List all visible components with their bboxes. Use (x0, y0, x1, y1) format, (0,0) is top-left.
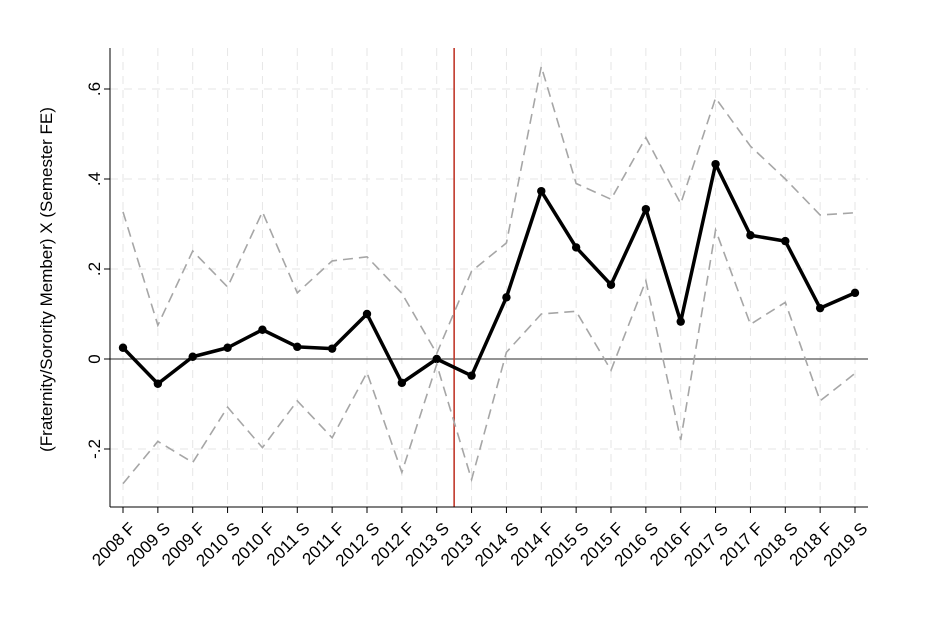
estimate-point (362, 309, 372, 319)
estimate-point (223, 343, 232, 352)
y-tick-label: .4 (85, 172, 104, 186)
estimate-point (327, 344, 337, 353)
reference-lines (110, 48, 868, 507)
estimate-point (606, 280, 616, 289)
estimate-line (121, 162, 856, 386)
lower-ci-line (122, 226, 856, 485)
y-tick-label: .6 (85, 82, 104, 96)
y-tick-label: -.2 (85, 439, 104, 459)
estimate-point (711, 159, 720, 169)
estimate-point (153, 379, 163, 388)
estimate-point (641, 204, 651, 214)
estimate-point (502, 293, 511, 302)
estimate-point (432, 354, 441, 364)
estimate-point (397, 378, 407, 388)
estimate-point (850, 288, 860, 298)
y-tick-label: .2 (85, 262, 104, 276)
estimate-point (815, 303, 825, 313)
estimate-point (537, 186, 546, 196)
estimate-point (293, 342, 302, 352)
series (118, 66, 860, 485)
estimate-point (676, 317, 685, 326)
estimate-point (188, 352, 197, 361)
axes (104, 48, 868, 513)
estimate-point (258, 325, 267, 334)
estimate-point (746, 231, 755, 240)
estimate-point (781, 236, 790, 246)
estimate-point (467, 371, 476, 380)
estimate-point (118, 343, 128, 352)
y-tick-label: 0 (85, 354, 104, 363)
upper-ci-line (122, 66, 856, 356)
gridlines (110, 48, 868, 507)
estimate-point (571, 243, 581, 252)
y-axis-label: (Fraternity/Sorority Member) X (Semester… (37, 107, 56, 452)
